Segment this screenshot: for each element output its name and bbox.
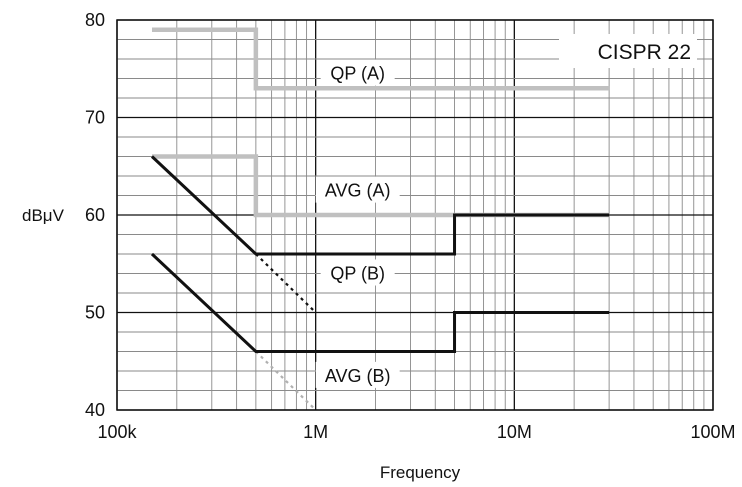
y-tick-label: 40	[85, 400, 105, 420]
series-line	[150, 155, 610, 256]
plot-frame	[116, 19, 714, 411]
y-axis-label: dBμV	[22, 206, 65, 225]
series-labels: QP (A) AVG (A) QP (B) AVG (B)	[315, 34, 697, 388]
chart-title: CISPR 22	[598, 41, 691, 64]
x-tick-label: 1M	[303, 422, 328, 442]
series-label: QP (B)	[330, 264, 385, 284]
axes: 100k 1M 10M 100M 40 50 60 70 80	[85, 10, 736, 442]
series-label-background	[315, 361, 400, 388]
y-tick-label: 60	[85, 205, 105, 225]
series-label: AVG (B)	[325, 366, 391, 386]
series-line	[151, 27, 610, 91]
series-label-background	[315, 176, 400, 203]
x-tick-label: 10M	[497, 422, 532, 442]
series-label-background	[320, 259, 395, 286]
series-lines	[150, 27, 610, 411]
series-label: AVG (A)	[325, 181, 391, 201]
y-tick-label: 50	[85, 303, 105, 323]
y-tick-label: 70	[85, 108, 105, 128]
series-line	[150, 252, 610, 353]
x-tick-label: 100M	[690, 422, 735, 442]
x-axis-label: Frequency	[380, 463, 461, 482]
title-background	[559, 34, 697, 68]
y-tick-label: 80	[85, 10, 105, 30]
x-tick-label: 100k	[97, 422, 137, 442]
series-label-background	[320, 59, 395, 86]
series-line	[151, 154, 610, 218]
series-label: QP (A)	[330, 64, 385, 84]
